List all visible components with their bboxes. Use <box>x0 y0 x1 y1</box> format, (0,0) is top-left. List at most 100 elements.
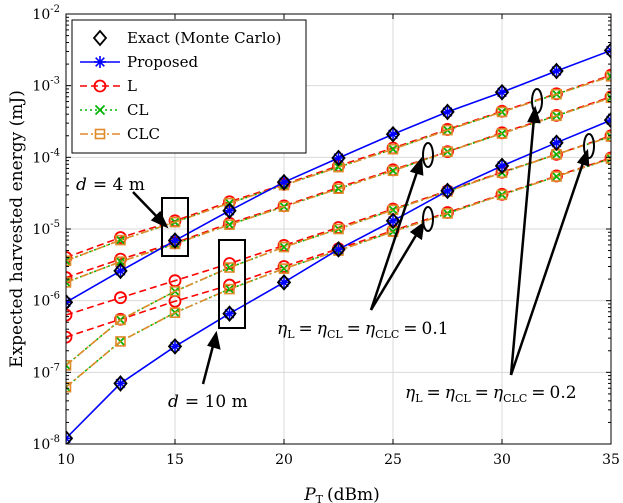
data-point <box>441 105 454 118</box>
data-point <box>66 429 74 444</box>
x-tick-label: 30 <box>493 452 511 468</box>
data-point <box>496 106 508 118</box>
data-point <box>551 171 562 182</box>
annotation-d10: d = 10 m <box>168 392 248 412</box>
y-tick-exp: -4 <box>50 147 60 158</box>
eta01-eq-2: = <box>347 319 361 339</box>
data-point <box>605 153 611 164</box>
data-point <box>66 293 74 311</box>
eta02-eta-3: η <box>493 383 504 403</box>
data-point <box>604 129 611 143</box>
arrowhead-d4 <box>150 210 169 229</box>
data-point <box>605 71 611 82</box>
legend-marker <box>94 104 106 116</box>
legend: Exact (Monte Carlo) Proposed L CL CLC <box>71 19 307 154</box>
arrowhead-eta02-a <box>527 105 541 124</box>
data-point <box>387 143 399 155</box>
data-point <box>113 262 128 280</box>
annotation-d4: d = 4 m <box>76 175 145 195</box>
data-point <box>494 83 510 101</box>
eta02-eta-2: η <box>445 383 456 403</box>
x-tick-label: 25 <box>384 452 402 468</box>
legend-marker <box>94 128 106 140</box>
data-point <box>278 276 290 289</box>
data-point <box>550 136 563 149</box>
eta01-eq-1: = <box>299 319 313 339</box>
eta02-eq-1: = <box>427 383 441 403</box>
y-tick-label: 10-7 <box>32 362 60 381</box>
legend-entry: Proposed <box>80 53 199 71</box>
data-point <box>278 201 290 212</box>
data-point <box>114 377 127 390</box>
data-point <box>169 216 181 228</box>
data-point <box>115 234 126 246</box>
eta01-eta-1: η <box>277 319 288 339</box>
data-point <box>223 204 236 217</box>
eta01-value: 0.1 <box>422 319 449 339</box>
y-tick-exp: -6 <box>50 291 60 302</box>
arrow-eta01-a <box>369 168 420 311</box>
data-point <box>387 204 399 215</box>
data-point <box>551 88 562 100</box>
y-tick-exp: -3 <box>50 76 60 87</box>
eta01-ellipse-a <box>422 142 434 168</box>
arrow-eta02-b <box>509 159 586 376</box>
data-point <box>115 234 126 246</box>
annotation-d4-italic: d <box>76 175 87 195</box>
legend-label: CLC <box>127 125 160 143</box>
data-point <box>224 262 235 273</box>
data-point <box>115 336 126 347</box>
legend-label: Proposed <box>127 53 199 71</box>
arrow-eta01-b <box>369 231 420 311</box>
arrowhead-eta02-b <box>576 148 590 167</box>
data-point <box>385 212 401 230</box>
data-point <box>222 305 237 322</box>
data-point <box>169 307 181 318</box>
eta02-sub-clc: CLC <box>503 392 527 405</box>
y-tick-base: 10 <box>32 150 50 166</box>
data-point <box>605 71 611 82</box>
y-tick-exp: -5 <box>50 219 60 230</box>
legend-entry: CL <box>80 101 148 119</box>
arrow-eta02-a <box>509 117 536 376</box>
data-point <box>278 176 290 189</box>
data-point <box>387 144 399 155</box>
series-0 <box>66 42 611 311</box>
data-point <box>169 234 181 247</box>
eta02-value: 0.2 <box>550 383 577 403</box>
eta01-sub-cl: CL <box>327 328 343 341</box>
y-tick-exp: -7 <box>50 362 60 373</box>
data-point <box>276 273 292 291</box>
legend-entry: L <box>80 77 137 95</box>
arrow-d10 <box>201 341 216 385</box>
data-point <box>494 157 510 175</box>
legend-entry: Exact (Monte Carlo) <box>92 29 281 47</box>
data-point <box>605 92 611 103</box>
x-tick-label: 15 <box>166 452 184 468</box>
data-point <box>605 131 611 142</box>
eta01-eta-2: η <box>317 319 328 339</box>
annotation-eta02: ηL = ηCL = ηCLC = 0.2 <box>405 383 577 405</box>
legend-label: CL <box>127 101 148 119</box>
data-point <box>276 173 292 191</box>
d10-box <box>218 239 246 329</box>
eta02-sub-l: L <box>415 392 423 405</box>
x-axis-label-main: P <box>303 485 316 503</box>
data-point <box>440 182 455 200</box>
data-point <box>551 149 562 160</box>
series-12 <box>66 131 611 371</box>
data-point <box>496 189 508 201</box>
data-point <box>223 278 236 292</box>
eta01-ellipse-b <box>422 206 434 232</box>
data-point <box>605 92 611 103</box>
y-tick-label: 10-3 <box>32 76 60 95</box>
legend-marker <box>94 56 106 68</box>
legend-label: Exact (Monte Carlo) <box>127 29 281 47</box>
eta01-sub-l: L <box>287 328 295 341</box>
data-point <box>551 171 562 182</box>
legend-label: L <box>127 77 137 95</box>
y-tick-base: 10 <box>32 7 50 23</box>
data-point <box>385 125 401 143</box>
series-line <box>66 75 611 262</box>
